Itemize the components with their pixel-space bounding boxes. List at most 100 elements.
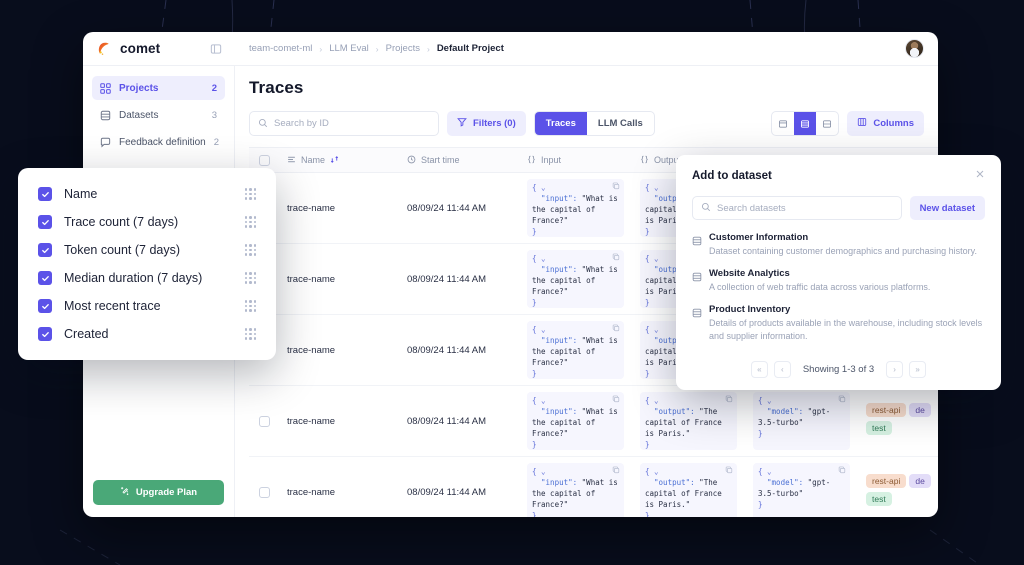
tag-chip[interactable]: rest-api bbox=[866, 474, 907, 488]
sort-icon[interactable] bbox=[330, 155, 339, 166]
sidebar-collapse-icon[interactable] bbox=[209, 42, 222, 55]
table-row[interactable]: trace-name 08/09/24 11:44 AM { ⌄ "input": … bbox=[249, 386, 938, 457]
output-json-block[interactable]: { ⌄ "output": "The capital of France is … bbox=[640, 392, 737, 450]
copy-icon[interactable] bbox=[725, 466, 733, 478]
breadcrumb-item-team[interactable]: team-comet-ml bbox=[249, 43, 313, 54]
dataset-name: Customer Information bbox=[709, 232, 809, 243]
filters-label: Filters (0) bbox=[473, 118, 516, 129]
sidebar-item-datasets[interactable]: Datasets 3 bbox=[92, 103, 225, 127]
new-dataset-button[interactable]: New dataset bbox=[909, 196, 985, 220]
output-json-block[interactable]: { ⌄ "output": "The capital of France is … bbox=[640, 463, 737, 517]
input-json-block[interactable]: { ⌄ "input": "What is the capital of Fra… bbox=[527, 463, 624, 517]
row-start-time-cell: 08/09/24 11:44 AM bbox=[407, 415, 487, 427]
breadcrumb-item-projects[interactable]: Projects bbox=[385, 43, 420, 54]
table-header-start-time[interactable]: Start time bbox=[399, 155, 519, 166]
clock-icon bbox=[407, 155, 416, 166]
row-select-checkbox[interactable] bbox=[258, 486, 270, 498]
row-input-cell: { ⌄ "input": "What is the capital of Fra… bbox=[519, 173, 632, 243]
input-json-block[interactable]: { ⌄ "input": "What is the capital of Fra… bbox=[527, 321, 624, 379]
column-toggle-row[interactable]: Trace count (7 days) bbox=[18, 208, 276, 236]
pagination-last-button[interactable]: » bbox=[909, 361, 927, 379]
dataset-popover-title: Add to dataset bbox=[692, 169, 772, 182]
select-all-checkbox[interactable] bbox=[258, 154, 270, 166]
upgrade-plan-button[interactable]: Upgrade Plan bbox=[93, 480, 224, 505]
drag-handle-icon[interactable] bbox=[244, 272, 256, 284]
copy-icon[interactable] bbox=[838, 395, 846, 407]
row-height-large-icon[interactable] bbox=[816, 112, 838, 135]
copy-icon[interactable] bbox=[612, 253, 620, 265]
column-toggle-row[interactable]: Most recent trace bbox=[18, 292, 276, 320]
table-row[interactable]: trace-name 08/09/24 11:44 AM { ⌄ "input": … bbox=[249, 457, 938, 517]
input-json-block[interactable]: { ⌄ "input": "What is the capital of Fra… bbox=[527, 179, 624, 237]
close-icon[interactable] bbox=[975, 169, 985, 182]
drag-handle-icon[interactable] bbox=[244, 216, 256, 228]
copy-icon[interactable] bbox=[838, 466, 846, 478]
copy-icon[interactable] bbox=[612, 395, 620, 407]
column-checkbox[interactable] bbox=[38, 243, 52, 257]
column-toggle-row[interactable]: Name bbox=[18, 180, 276, 208]
drag-handle-icon[interactable] bbox=[244, 300, 256, 312]
column-checkbox[interactable] bbox=[38, 187, 52, 201]
sidebar-item-label: Feedback definition bbox=[119, 136, 206, 148]
upgrade-plan-label: Upgrade Plan bbox=[135, 487, 198, 498]
avatar[interactable] bbox=[905, 39, 924, 58]
columns-button[interactable]: Columns bbox=[847, 111, 924, 136]
search-input[interactable]: Search by ID bbox=[249, 111, 439, 136]
column-checkbox[interactable] bbox=[38, 327, 52, 341]
metadata-json-block[interactable]: { ⌄ "model": "gpt-3.5-turbo"} bbox=[753, 392, 850, 450]
row-height-small-icon[interactable] bbox=[772, 112, 794, 135]
pagination-prev-button[interactable]: ‹ bbox=[773, 361, 791, 379]
copy-icon[interactable] bbox=[725, 395, 733, 407]
row-checkbox-cell[interactable] bbox=[249, 410, 279, 433]
dataset-list-item[interactable]: Website Analytics A collection of web tra… bbox=[692, 268, 985, 294]
sidebar-item-projects[interactable]: Projects 2 bbox=[92, 76, 225, 100]
drag-handle-icon[interactable] bbox=[244, 188, 256, 200]
row-start-time-cell: 08/09/24 11:44 AM bbox=[407, 344, 487, 356]
tag-chip[interactable]: de bbox=[909, 474, 931, 488]
table-header-label: Input bbox=[541, 155, 562, 165]
row-checkbox-cell[interactable] bbox=[249, 481, 279, 504]
table-header-output[interactable]: Output bbox=[632, 155, 745, 166]
row-metadata-cell: { ⌄ "model": "gpt-3.5-turbo"} bbox=[745, 457, 858, 517]
column-checkbox[interactable] bbox=[38, 299, 52, 313]
tag-chip[interactable]: de bbox=[909, 403, 931, 417]
metadata-json-block[interactable]: { ⌄ "model": "gpt-3.5-turbo"} bbox=[753, 463, 850, 517]
table-header-name[interactable]: Name bbox=[279, 155, 399, 166]
tab-traces[interactable]: Traces bbox=[534, 112, 587, 135]
drag-handle-icon[interactable] bbox=[244, 244, 256, 256]
comment-icon bbox=[100, 137, 111, 148]
column-toggle-row[interactable]: Token count (7 days) bbox=[18, 236, 276, 264]
table-header-input[interactable]: Input bbox=[519, 155, 632, 166]
row-height-medium-icon[interactable] bbox=[794, 112, 817, 135]
pagination-next-button[interactable]: › bbox=[886, 361, 904, 379]
tag-chip[interactable]: test bbox=[866, 421, 892, 435]
columns-icon bbox=[857, 117, 867, 130]
tag-chip[interactable]: test bbox=[866, 492, 892, 506]
dataset-description: Dataset containing customer demographics… bbox=[709, 246, 977, 256]
table-header-select-all[interactable] bbox=[249, 154, 279, 166]
dataset-list-item[interactable]: Product Inventory Details of products ava… bbox=[692, 304, 985, 343]
row-name-cell: trace-name bbox=[287, 202, 336, 214]
tab-llm-calls[interactable]: LLM Calls bbox=[597, 118, 643, 129]
column-toggle-row[interactable]: Created bbox=[18, 320, 276, 348]
tag-chip[interactable]: rest-api bbox=[866, 403, 907, 417]
column-checkbox[interactable] bbox=[38, 215, 52, 229]
drag-handle-icon[interactable] bbox=[244, 328, 256, 340]
dataset-search-input[interactable]: Search datasets bbox=[692, 196, 902, 220]
breadcrumb: team-comet-ml › LLM Eval › Projects › De… bbox=[235, 32, 938, 65]
input-json-block[interactable]: { ⌄ "input": "What is the capital of Fra… bbox=[527, 250, 624, 308]
breadcrumb-item-workspace[interactable]: LLM Eval bbox=[329, 43, 369, 54]
column-toggle-row[interactable]: Median duration (7 days) bbox=[18, 264, 276, 292]
row-select-checkbox[interactable] bbox=[258, 415, 270, 427]
input-json-block[interactable]: { ⌄ "input": "What is the capital of Fra… bbox=[527, 392, 624, 450]
copy-icon[interactable] bbox=[612, 466, 620, 478]
dataset-list-item[interactable]: Customer Information Dataset containing c… bbox=[692, 232, 985, 258]
sidebar-item-feedback-definition[interactable]: Feedback definition 2 bbox=[92, 130, 225, 154]
copy-icon[interactable] bbox=[612, 324, 620, 336]
column-checkbox[interactable] bbox=[38, 271, 52, 285]
filters-button[interactable]: Filters (0) bbox=[447, 111, 526, 136]
copy-icon[interactable] bbox=[612, 182, 620, 194]
row-name-cell: trace-name bbox=[287, 344, 336, 356]
pagination-first-button[interactable]: « bbox=[750, 361, 768, 379]
